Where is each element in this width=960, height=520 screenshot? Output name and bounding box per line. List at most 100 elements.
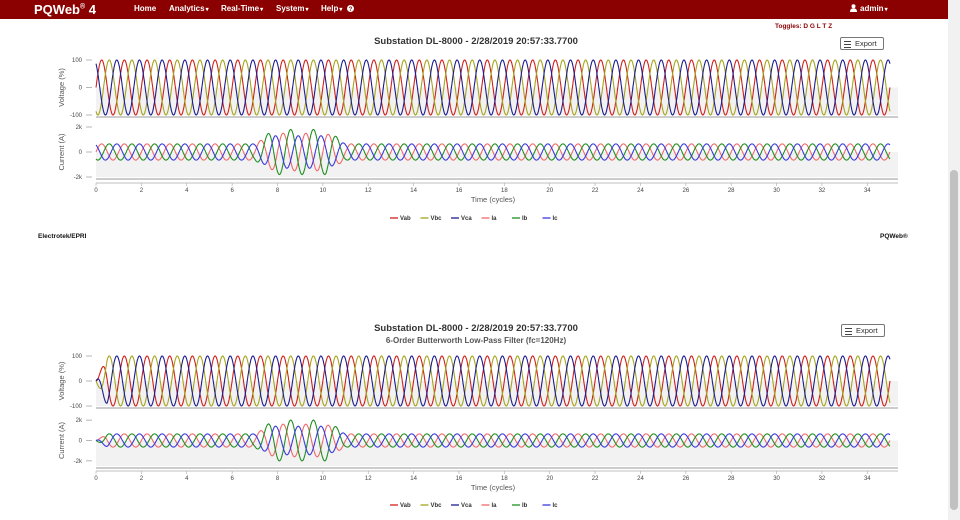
x-tick-label: 22: [592, 476, 599, 482]
brand-logo[interactable]: PQWeb® 4: [34, 2, 96, 17]
x-tick-label: 16: [456, 188, 463, 194]
series-vab-line: [95, 355, 891, 407]
series-ic-line: [95, 135, 891, 169]
x-tick-label: 26: [682, 188, 689, 194]
x-tick-label: 8: [276, 476, 280, 482]
legend-item-ib: Ib: [522, 503, 528, 509]
y-axis-title: Voltage (%): [57, 361, 66, 400]
caret-down-icon: ▾: [205, 7, 209, 13]
brand-name: PQWeb: [34, 2, 80, 17]
x-tick-label: 14: [410, 188, 417, 194]
chart-2-export-button[interactable]: Export: [841, 324, 885, 337]
nav-home[interactable]: Home: [134, 4, 156, 13]
x-tick-label: 6: [230, 476, 234, 482]
legend-item-ic: Ic: [553, 503, 559, 509]
nav-help-label: Help: [321, 4, 339, 13]
series-ib-line: [95, 128, 891, 176]
y-axis-title: Voltage (%): [57, 68, 66, 107]
series-vbc-line: [95, 355, 891, 407]
series-vab-line: [95, 59, 891, 116]
user-menu[interactable]: admin▾: [850, 4, 888, 13]
series-vbc-line: [95, 59, 891, 116]
x-tick-label: 0: [94, 188, 98, 194]
brand-version: 4: [88, 2, 97, 17]
series-ic-line: [95, 425, 891, 456]
x-tick-label: 10: [320, 476, 327, 482]
panel-band: [96, 152, 898, 177]
x-tick-label: 14: [410, 476, 417, 482]
export-label: Export: [855, 39, 877, 48]
legend-item-ic: Ic: [553, 216, 559, 222]
nav-system-label: System: [276, 4, 305, 13]
x-tick-label: 24: [637, 188, 644, 194]
y-tick-label: -2k: [74, 175, 83, 181]
chart-1-title: Substation DL-8000 - 2/28/2019 20:57:33.…: [374, 36, 578, 47]
nav-real-time-label: Real-Time: [221, 4, 260, 13]
y-tick-label: -100: [70, 404, 83, 410]
y-tick-label: 0: [79, 379, 83, 385]
page-scrollbar[interactable]: [948, 0, 960, 520]
x-tick-label: 16: [456, 476, 463, 482]
x-tick-label: 30: [773, 188, 780, 194]
x-tick-label: 32: [819, 476, 826, 482]
nav-real-time[interactable]: Real-Time▾: [221, 4, 263, 13]
legend-item-vca: Vca: [461, 216, 472, 222]
toggles-label[interactable]: Toggles: D G L T Z: [775, 23, 833, 30]
nav-help[interactable]: Help▾ ?: [321, 4, 354, 13]
question-circle-icon: ?: [346, 5, 354, 13]
nav-system[interactable]: System▾: [276, 4, 308, 13]
footer-brand: PQWeb®: [880, 233, 908, 240]
menu-icon: [845, 328, 852, 335]
caret-down-icon: ▾: [339, 7, 343, 13]
x-tick-label: 4: [185, 188, 189, 194]
x-tick-label: 10: [320, 188, 327, 194]
nav-analytics[interactable]: Analytics▾: [169, 4, 209, 13]
menu-icon: [844, 41, 851, 48]
user-name: admin: [860, 4, 884, 13]
legend-item-vab: Vab: [400, 503, 411, 509]
legend-item-ia: Ia: [492, 216, 498, 222]
scrollbar-thumb[interactable]: [950, 170, 958, 510]
x-axis-title: Time (cycles): [471, 483, 516, 492]
series-ib-line: [95, 419, 891, 462]
series-vca-line: [95, 59, 891, 116]
x-tick-label: 18: [501, 188, 508, 194]
x-tick-label: 22: [592, 188, 599, 194]
y-tick-label: 100: [72, 354, 83, 360]
nav-analytics-label: Analytics: [169, 4, 205, 13]
caret-down-icon: ▾: [884, 7, 888, 13]
export-label: Export: [856, 326, 878, 335]
x-tick-label: 4: [185, 476, 189, 482]
legend-item-vca: Vca: [461, 503, 472, 509]
panel-band: [96, 127, 898, 152]
svg-text:?: ?: [348, 7, 352, 12]
x-tick-label: 34: [864, 476, 871, 482]
x-tick-label: 20: [546, 188, 553, 194]
y-tick-label: 0: [79, 150, 83, 156]
y-tick-label: -100: [70, 113, 83, 119]
x-tick-label: 32: [819, 188, 826, 194]
x-tick-label: 12: [365, 188, 372, 194]
x-tick-label: 12: [365, 476, 372, 482]
y-tick-label: -2k: [74, 459, 83, 465]
x-tick-label: 2: [140, 188, 144, 194]
user-icon: [850, 4, 857, 12]
x-tick-label: 6: [230, 188, 234, 194]
footer-credit: Electrotek/EPRI: [38, 233, 87, 240]
series-ia-line: [96, 423, 891, 458]
x-tick-label: 0: [94, 476, 98, 482]
x-axis-title: Time (cycles): [471, 195, 516, 204]
panel-band: [96, 440, 898, 466]
caret-down-icon: ▾: [305, 7, 309, 13]
legend-item-vbc: Vbc: [431, 503, 443, 509]
y-tick-label: 0: [79, 86, 83, 92]
legend-item-ib: Ib: [522, 216, 528, 222]
brand-mark: ®: [80, 3, 86, 11]
chart-1-export-button[interactable]: Export: [840, 37, 884, 50]
nav-home-label: Home: [134, 4, 157, 13]
x-tick-label: 28: [728, 188, 735, 194]
x-tick-label: 34: [864, 188, 871, 194]
series-vca-line: [95, 355, 891, 407]
